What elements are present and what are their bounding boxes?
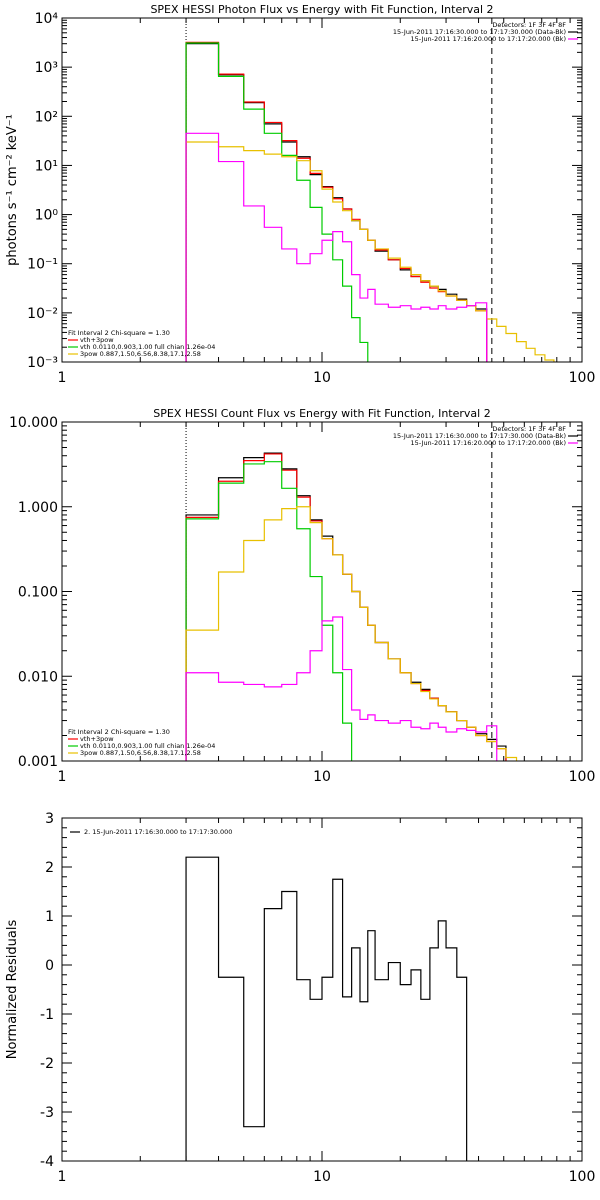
y-tick-label: 10³ xyxy=(35,60,58,76)
series-group xyxy=(185,41,555,362)
legend-entry: vth+3pow xyxy=(80,336,114,344)
y-tick-label: 0.010 xyxy=(18,669,58,685)
chart-panel-3: Normalized Residuals 1 10 100 -4 -3 -2 -1 0 1 2 3 2.… xyxy=(5,811,596,1185)
legend-entry: vth 0.0110,0.903,1.00 full chian 1.26e-0… xyxy=(80,742,215,750)
series-group xyxy=(185,856,468,1161)
x-tick-label: 100 xyxy=(569,769,596,785)
series-data-bk xyxy=(185,452,507,761)
series-vth xyxy=(185,42,369,362)
plot-frame xyxy=(61,421,583,762)
plot-frame xyxy=(61,817,583,1162)
legend-entry: vth+3pow xyxy=(80,735,114,743)
legend-entry: 15-Jun-2011 17:16:20.000 to 17:17:20.000… xyxy=(411,35,566,43)
y-tick-label: 1 xyxy=(45,909,54,925)
legend-entry: Detectors: 1F 3F 4F 8F xyxy=(492,21,566,29)
legend-entry: Detectors: 1F 3F 4F 8F xyxy=(492,425,566,433)
legend-entry: Fit Interval 2 Chi-square = 1.30 xyxy=(68,728,170,736)
series-data-bk xyxy=(185,43,488,362)
x-tick-label: 10 xyxy=(313,769,331,785)
series-vth-3pow xyxy=(185,453,507,761)
y-tick-label: 10⁴ xyxy=(35,11,59,27)
legend-entry: 3pow 0.887,1.50,6.56,8.38,17.1,2.58 xyxy=(80,350,201,358)
y-tick-label: -2 xyxy=(40,1056,54,1072)
chart-panel-1: SPEX HESSI Photon Flux vs Energy with Fi… xyxy=(5,3,596,386)
x-tick-label: 100 xyxy=(569,1169,596,1185)
y-tick-label: -3 xyxy=(40,1105,54,1121)
series-vth xyxy=(185,461,353,761)
series-3pow xyxy=(185,141,555,362)
y-tick-label: 10² xyxy=(35,109,58,125)
series-group xyxy=(185,452,518,761)
series-3pow xyxy=(185,506,518,761)
series-residuals xyxy=(185,856,468,1161)
y-tick-label: 10¹ xyxy=(35,158,58,174)
y-tick-label: 0.100 xyxy=(18,585,58,601)
legend-entry: 2. 15-Jun-2011 17:16:30.000 to 17:17:30.… xyxy=(84,828,232,836)
legend-entry: Fit Interval 2 Chi-square = 1.30 xyxy=(68,329,170,337)
chart-panel-2: SPEX HESSI Count Flux vs Energy with Fit… xyxy=(9,407,596,785)
legend-entry: 3pow 0.887,1.50,6.56,8.38,17.1,2.58 xyxy=(80,749,201,757)
x-tick-label: 10 xyxy=(313,370,331,386)
chart-title: SPEX HESSI Photon Flux vs Energy with Fi… xyxy=(150,3,493,16)
y-tick-label: 10⁻³ xyxy=(27,355,58,371)
series-bk xyxy=(185,132,488,362)
y-tick-label: 2 xyxy=(45,860,54,876)
x-tick-label: 10 xyxy=(313,1169,331,1185)
y-axis-label: photons s⁻¹ cm⁻² keV⁻¹ xyxy=(5,114,20,266)
y-tick-label: 0 xyxy=(45,958,54,974)
series-bk xyxy=(185,616,498,761)
x-tick-label: 1 xyxy=(58,769,67,785)
series-vth-3pow xyxy=(185,41,488,362)
legend-entry: vth 0.0110,0.903,1.00 full chian 1.26e-0… xyxy=(80,343,215,351)
x-tick-label: 100 xyxy=(569,370,596,386)
y-tick-label: 0.001 xyxy=(18,754,58,770)
y-tick-label: -4 xyxy=(40,1154,54,1170)
y-tick-label: 1.000 xyxy=(18,500,58,516)
x-tick-label: 1 xyxy=(58,1169,67,1185)
legend-entry: 15-Jun-2011 17:16:30.000 to 17:17:30.000… xyxy=(393,432,566,440)
y-tick-label: 3 xyxy=(45,811,54,827)
y-tick-label: 10⁻² xyxy=(27,306,58,322)
y-tick-label: -1 xyxy=(40,1007,54,1023)
y-tick-label: 10.000 xyxy=(9,415,58,431)
legend-entry: 15-Jun-2011 17:16:20.000 to 17:17:20.000… xyxy=(411,439,566,447)
y-axis-label: Normalized Residuals xyxy=(5,920,20,1060)
y-tick-label: 10⁻¹ xyxy=(27,257,58,273)
chart-title: SPEX HESSI Count Flux vs Energy with Fit… xyxy=(153,407,490,420)
x-tick-label: 1 xyxy=(58,370,67,386)
plot-frame xyxy=(61,17,583,363)
legend-entry: 15-Jun-2011 17:16:30.000 to 17:17:30.000… xyxy=(393,28,566,36)
y-tick-label: 10⁰ xyxy=(35,208,59,224)
